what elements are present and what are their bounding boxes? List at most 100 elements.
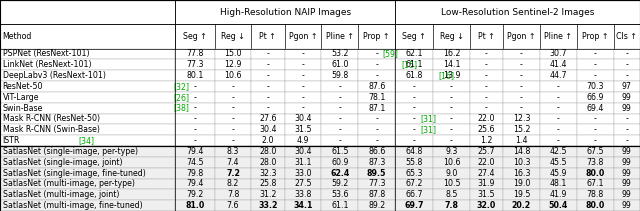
Bar [433, 179, 470, 189]
Bar [321, 114, 358, 124]
Text: -: - [339, 104, 341, 113]
Bar [215, 59, 251, 70]
Bar [577, 189, 614, 200]
Text: 77.3: 77.3 [186, 60, 204, 69]
Text: -: - [375, 114, 378, 123]
Bar [0, 157, 175, 168]
Bar [0, 114, 175, 124]
Bar [0, 70, 175, 81]
Text: -: - [450, 136, 453, 145]
Text: -: - [557, 136, 560, 145]
Bar [175, 124, 215, 135]
Text: 70.3: 70.3 [586, 82, 604, 91]
Text: 61.1: 61.1 [406, 60, 423, 69]
Bar [540, 168, 577, 179]
Bar [614, 135, 640, 146]
Text: Pt ↑: Pt ↑ [259, 32, 276, 41]
Bar [503, 114, 540, 124]
Bar [358, 114, 395, 124]
Text: 34.1: 34.1 [293, 201, 313, 210]
Bar [540, 49, 577, 59]
Bar [433, 114, 470, 124]
Bar [614, 189, 640, 200]
Bar [175, 0, 395, 24]
Bar [433, 157, 470, 168]
Bar [0, 189, 175, 200]
Bar [285, 70, 321, 81]
Bar [251, 81, 285, 92]
Bar [215, 124, 251, 135]
Text: -: - [450, 104, 453, 113]
Bar [175, 59, 215, 70]
Bar [321, 103, 358, 114]
Text: -: - [194, 125, 196, 134]
Text: -: - [594, 114, 596, 123]
Bar [215, 146, 251, 157]
Bar [251, 92, 285, 103]
Bar [215, 92, 251, 103]
Text: 14.8: 14.8 [513, 147, 530, 156]
Bar [433, 168, 470, 179]
Bar [433, 103, 470, 114]
Bar [470, 124, 503, 135]
Text: 15.2: 15.2 [513, 125, 530, 134]
Text: 10.5: 10.5 [443, 179, 460, 188]
Text: -: - [232, 125, 234, 134]
Bar [395, 49, 433, 59]
Text: 31.5: 31.5 [477, 190, 495, 199]
Bar [215, 157, 251, 168]
Bar [614, 179, 640, 189]
Text: -: - [232, 104, 234, 113]
Text: Seg ↑: Seg ↑ [403, 32, 426, 41]
Bar [321, 70, 358, 81]
Bar [614, 49, 640, 59]
Bar [540, 81, 577, 92]
Bar [321, 59, 358, 70]
Bar [395, 200, 433, 211]
Text: SatlasNet (multi-image, joint): SatlasNet (multi-image, joint) [3, 190, 119, 199]
Text: Reg ↓: Reg ↓ [221, 32, 245, 41]
Text: -: - [375, 136, 378, 145]
Text: -: - [557, 82, 560, 91]
Text: -: - [266, 49, 269, 58]
Text: -: - [301, 104, 305, 113]
Bar [285, 59, 321, 70]
Text: -: - [520, 93, 523, 102]
Bar [215, 70, 251, 81]
Bar [470, 24, 503, 49]
Text: 32.0: 32.0 [477, 201, 496, 210]
Text: -: - [375, 60, 378, 69]
Bar [251, 189, 285, 200]
Bar [470, 114, 503, 124]
Bar [395, 59, 433, 70]
Text: [59]: [59] [382, 49, 398, 58]
Text: -: - [413, 114, 416, 123]
Text: 8.3: 8.3 [227, 147, 239, 156]
Bar [614, 92, 640, 103]
Bar [215, 200, 251, 211]
Text: Low-Resolution Sentinel-2 Images: Low-Resolution Sentinel-2 Images [441, 8, 595, 17]
Bar [251, 24, 285, 49]
Text: 59.2: 59.2 [331, 179, 349, 188]
Text: 7.6: 7.6 [227, 201, 239, 210]
Text: 14.1: 14.1 [443, 60, 460, 69]
Bar [577, 124, 614, 135]
Text: [32]: [32] [173, 82, 189, 91]
Text: 25.6: 25.6 [477, 125, 495, 134]
Text: 99: 99 [622, 201, 632, 210]
Bar [358, 92, 395, 103]
Text: SatlasNet (single-image, fine-tuned): SatlasNet (single-image, fine-tuned) [3, 169, 145, 178]
Bar [215, 135, 251, 146]
Text: -: - [375, 71, 378, 80]
Bar [470, 157, 503, 168]
Bar [175, 157, 215, 168]
Bar [175, 70, 215, 81]
Bar [540, 179, 577, 189]
Bar [395, 114, 433, 124]
Text: [34]: [34] [79, 136, 95, 145]
Text: 42.5: 42.5 [550, 147, 567, 156]
Bar [540, 157, 577, 168]
Text: Reg ↓: Reg ↓ [440, 32, 463, 41]
Bar [0, 179, 175, 189]
Text: -: - [485, 93, 488, 102]
